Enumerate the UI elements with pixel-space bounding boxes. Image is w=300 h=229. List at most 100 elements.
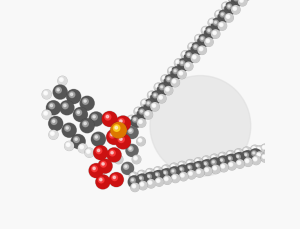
Circle shape xyxy=(261,153,269,162)
Circle shape xyxy=(169,167,181,179)
Circle shape xyxy=(163,171,168,175)
Circle shape xyxy=(107,148,121,162)
Circle shape xyxy=(164,172,166,174)
Circle shape xyxy=(170,69,172,71)
Circle shape xyxy=(64,104,66,107)
Circle shape xyxy=(130,117,131,119)
Circle shape xyxy=(62,103,68,109)
Circle shape xyxy=(116,157,119,160)
Circle shape xyxy=(162,165,170,174)
Circle shape xyxy=(115,126,118,129)
Circle shape xyxy=(265,149,273,157)
Circle shape xyxy=(181,174,184,177)
Circle shape xyxy=(182,174,183,176)
Circle shape xyxy=(144,99,156,111)
Circle shape xyxy=(155,168,158,172)
Circle shape xyxy=(158,94,166,103)
Circle shape xyxy=(220,24,222,25)
Circle shape xyxy=(136,109,139,112)
Circle shape xyxy=(267,151,268,153)
Circle shape xyxy=(111,151,113,154)
Circle shape xyxy=(237,151,238,153)
Circle shape xyxy=(217,156,230,168)
Circle shape xyxy=(114,155,123,164)
Circle shape xyxy=(220,159,223,161)
Circle shape xyxy=(238,0,247,6)
Circle shape xyxy=(160,169,173,181)
Circle shape xyxy=(95,136,98,138)
Circle shape xyxy=(98,159,112,173)
Circle shape xyxy=(65,125,70,131)
Circle shape xyxy=(202,156,210,164)
Circle shape xyxy=(178,59,190,71)
Circle shape xyxy=(191,43,203,54)
Circle shape xyxy=(215,11,223,19)
Circle shape xyxy=(51,132,54,135)
Circle shape xyxy=(165,178,167,180)
Circle shape xyxy=(244,158,252,166)
Circle shape xyxy=(191,42,203,55)
Circle shape xyxy=(233,153,245,164)
Circle shape xyxy=(195,35,203,43)
Circle shape xyxy=(148,175,150,177)
Circle shape xyxy=(237,161,241,164)
Circle shape xyxy=(81,146,82,147)
Circle shape xyxy=(232,6,240,14)
Circle shape xyxy=(129,117,132,120)
Circle shape xyxy=(174,70,176,72)
Circle shape xyxy=(188,161,191,164)
Circle shape xyxy=(261,144,269,153)
Circle shape xyxy=(86,150,90,153)
Circle shape xyxy=(98,159,112,173)
Circle shape xyxy=(170,164,178,172)
Circle shape xyxy=(162,165,170,173)
Circle shape xyxy=(57,89,59,91)
Circle shape xyxy=(190,44,193,47)
Circle shape xyxy=(223,4,226,7)
Circle shape xyxy=(58,76,67,85)
Circle shape xyxy=(146,113,148,114)
Circle shape xyxy=(154,83,163,92)
Circle shape xyxy=(42,110,51,119)
Circle shape xyxy=(191,54,200,63)
Circle shape xyxy=(196,169,204,177)
Circle shape xyxy=(172,165,173,167)
Circle shape xyxy=(148,91,156,99)
Circle shape xyxy=(67,144,69,145)
Circle shape xyxy=(152,170,165,183)
Circle shape xyxy=(169,167,181,179)
Circle shape xyxy=(80,119,94,132)
Circle shape xyxy=(188,43,197,51)
Circle shape xyxy=(71,135,85,148)
Circle shape xyxy=(141,99,149,108)
Circle shape xyxy=(213,166,217,170)
Circle shape xyxy=(107,130,121,144)
Circle shape xyxy=(144,111,152,119)
Circle shape xyxy=(229,163,233,166)
Circle shape xyxy=(163,176,172,184)
Circle shape xyxy=(126,127,138,138)
Circle shape xyxy=(137,107,149,119)
Circle shape xyxy=(134,107,142,116)
Circle shape xyxy=(167,78,169,80)
Circle shape xyxy=(138,171,146,179)
Circle shape xyxy=(233,152,245,165)
Circle shape xyxy=(172,170,174,172)
Circle shape xyxy=(185,163,197,175)
Circle shape xyxy=(173,80,175,82)
Circle shape xyxy=(231,0,244,6)
Circle shape xyxy=(250,145,259,154)
Circle shape xyxy=(134,107,142,116)
Circle shape xyxy=(89,164,103,177)
Circle shape xyxy=(204,167,212,175)
Circle shape xyxy=(229,157,231,159)
Circle shape xyxy=(160,97,161,98)
Circle shape xyxy=(222,165,224,167)
Circle shape xyxy=(115,155,123,164)
Circle shape xyxy=(144,110,152,119)
Circle shape xyxy=(160,85,164,90)
Circle shape xyxy=(131,174,134,177)
Circle shape xyxy=(245,149,246,151)
Circle shape xyxy=(218,22,226,30)
Circle shape xyxy=(171,169,176,174)
